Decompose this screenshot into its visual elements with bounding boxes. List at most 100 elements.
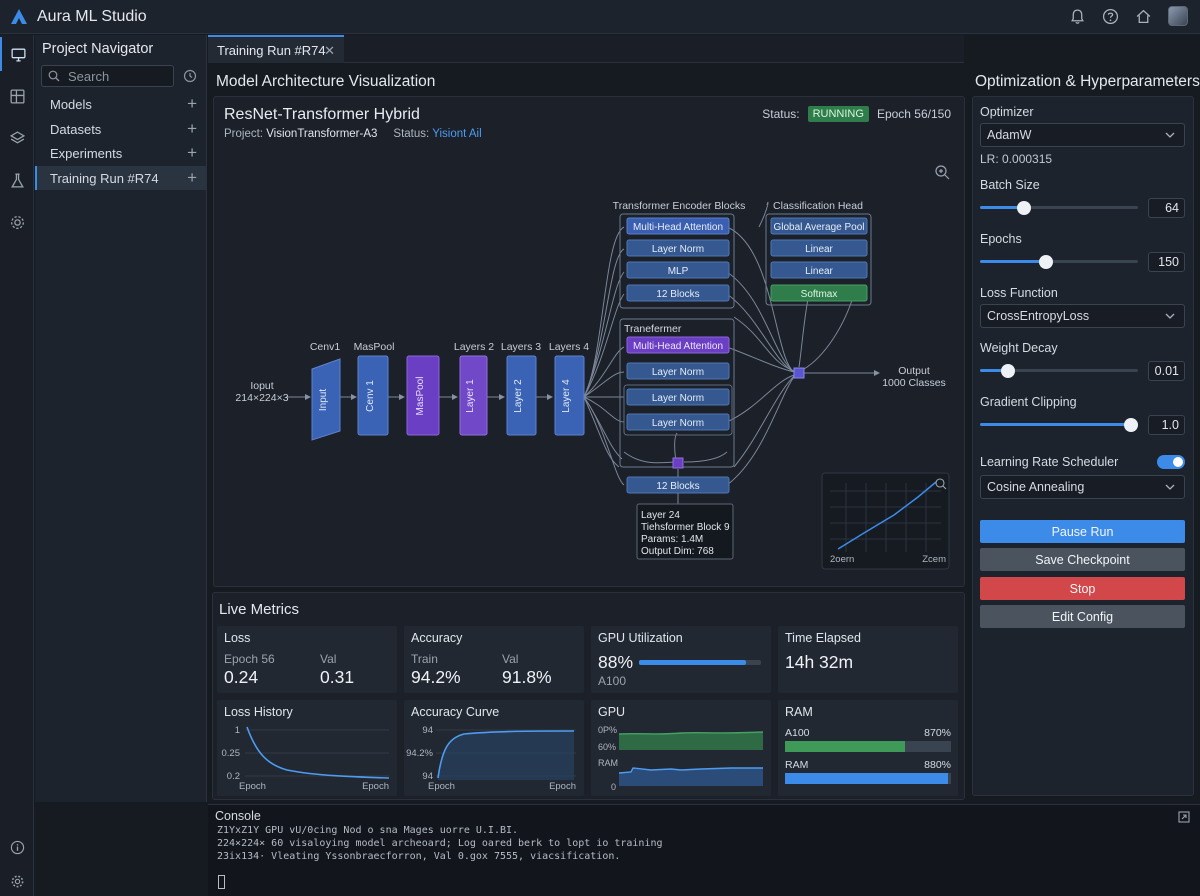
maxpool-block[interactable] <box>406 355 440 436</box>
encoder-block[interactable] <box>626 284 730 302</box>
bottom-block[interactable] <box>626 476 730 494</box>
optimizer-value: AdamW <box>987 128 1032 142</box>
accuracy-title: Accuracy <box>411 631 463 645</box>
nav-item-experiments[interactable]: Experiments + <box>35 141 206 165</box>
rail-settings-button[interactable] <box>0 205 34 239</box>
loss-history-line <box>246 726 390 779</box>
scheduler-toggle[interactable] <box>1157 455 1185 469</box>
head-block[interactable] <box>770 239 868 257</box>
add-run-icon[interactable]: + <box>187 168 197 187</box>
rail-layers-button[interactable] <box>0 121 34 155</box>
ram-row2-fill <box>785 773 948 784</box>
encoder-block[interactable] <box>626 261 730 279</box>
home-icon[interactable] <box>1135 8 1152 25</box>
ram-card: RAM A100 870% RAM 880% <box>778 700 958 796</box>
scheduler-select[interactable]: Cosine Annealing <box>980 475 1185 499</box>
console-panel: Console Z1YxZ1Y GPU vU/0cing Nod o sna M… <box>208 804 1200 896</box>
batch-size-input[interactable]: 64 <box>1148 198 1185 218</box>
transformer-block[interactable] <box>626 362 730 380</box>
head-block[interactable] <box>770 284 868 302</box>
minimap-curve <box>837 481 937 550</box>
rail-dashboard-button[interactable] <box>0 79 34 113</box>
minimap-left-label: 2oern <box>830 554 854 565</box>
accuracy-train-label: Train <box>411 652 438 666</box>
edit-config-button[interactable]: Edit Config <box>980 605 1185 628</box>
layer2-block[interactable] <box>506 355 537 436</box>
input-block[interactable] <box>311 358 341 441</box>
encoder-block[interactable] <box>626 239 730 257</box>
user-avatar[interactable] <box>1168 6 1188 26</box>
tab-training-run[interactable]: Training Run #R74 ✕ <box>208 35 344 63</box>
status-badge: RUNNING <box>807 106 869 122</box>
pause-run-button[interactable]: Pause Run <box>980 520 1185 543</box>
rail-preferences-button[interactable] <box>0 869 34 893</box>
gpu-chart-label: 0 <box>611 782 616 792</box>
rail-monitor-button[interactable] <box>0 37 34 71</box>
slider-knob[interactable] <box>1124 418 1138 432</box>
batch-size-slider[interactable] <box>980 198 1138 218</box>
save-checkpoint-button[interactable]: Save Checkpoint <box>980 548 1185 571</box>
chevron-down-icon <box>1165 132 1175 138</box>
ram-row2-bar <box>785 773 951 784</box>
head-block[interactable] <box>770 217 868 235</box>
nav-item-datasets[interactable]: Datasets + <box>35 117 206 141</box>
conv1-block[interactable] <box>357 355 389 436</box>
search-input[interactable] <box>68 68 168 84</box>
accuracy-train-value: 94.2% <box>411 667 461 687</box>
history-icon[interactable] <box>183 69 197 83</box>
gradient-clipping-input[interactable]: 1.0 <box>1148 415 1185 435</box>
transformer-block-label: Layer Norm <box>652 418 704 429</box>
stage-label-maxpool: MasPool <box>354 341 395 353</box>
bell-icon[interactable] <box>1069 8 1086 25</box>
loss-function-select[interactable]: CrossEntropyLoss <box>980 304 1185 328</box>
layer1-block[interactable] <box>459 355 488 436</box>
nav-item-label: Experiments <box>50 145 123 161</box>
head-block[interactable] <box>770 261 868 279</box>
head-block-label: Softmax <box>801 289 838 300</box>
transformer-block[interactable] <box>626 413 730 431</box>
epochs-slider[interactable] <box>980 252 1138 272</box>
ram-row1-fill <box>785 741 905 752</box>
slider-knob[interactable] <box>1017 201 1032 215</box>
slider-knob[interactable] <box>1001 364 1016 378</box>
epochs-input[interactable]: 150 <box>1148 252 1185 272</box>
stop-button[interactable]: Stop <box>980 577 1185 600</box>
encoder-block[interactable] <box>626 217 730 235</box>
console-input-cursor[interactable] <box>218 875 225 889</box>
loss-title: Loss <box>224 631 251 645</box>
gradient-clipping-slider[interactable] <box>980 415 1138 435</box>
gpu-area <box>619 732 763 750</box>
weight-decay-input[interactable]: 0.01 <box>1148 361 1185 381</box>
minimap-zoom-icon[interactable] <box>935 478 947 490</box>
weight-decay-label: Weight Decay <box>980 341 1058 355</box>
transformer-block[interactable] <box>626 336 730 354</box>
layer4-block-label: Layer 4 <box>561 379 572 413</box>
transformer-block[interactable] <box>626 388 730 406</box>
nav-item-training-run[interactable]: Training Run #R74 + <box>35 166 206 190</box>
gpu-chart: 0P% 60% RAM 0 <box>598 725 764 792</box>
gpu-device: A100 <box>598 674 627 688</box>
help-icon[interactable] <box>1102 8 1119 25</box>
close-icon[interactable]: ✕ <box>324 43 335 58</box>
project-value: VisionTransformer-A3 <box>266 128 378 140</box>
minimap-grid <box>830 483 941 552</box>
add-experiment-icon[interactable]: + <box>187 143 197 162</box>
zoom-icon[interactable] <box>935 165 950 180</box>
accuracy-curve-card: 94 94.2% 94 Epoch Epoch Accuracy Curve <box>404 700 584 796</box>
add-dataset-icon[interactable]: + <box>187 119 197 138</box>
weight-decay-slider[interactable] <box>980 361 1138 381</box>
transformer-block-label: Layer Norm <box>652 393 704 404</box>
slider-knob[interactable] <box>1039 255 1054 269</box>
rail-experiments-button[interactable] <box>0 163 34 197</box>
expand-icon[interactable] <box>1178 811 1190 823</box>
stage-label-layers2: Layers 2 <box>454 341 494 353</box>
optimizer-select[interactable]: AdamW <box>980 123 1185 147</box>
status-link[interactable]: Yisiont Ail <box>432 128 482 140</box>
flask-icon <box>10 172 24 188</box>
input-label: Ioput <box>250 380 273 392</box>
nav-item-models[interactable]: Models + <box>35 92 206 116</box>
model-name: ResNet-Transformer Hybrid <box>224 106 420 123</box>
add-model-icon[interactable]: + <box>187 94 197 113</box>
rail-info-button[interactable] <box>0 835 34 859</box>
layer4-block[interactable] <box>554 355 585 436</box>
